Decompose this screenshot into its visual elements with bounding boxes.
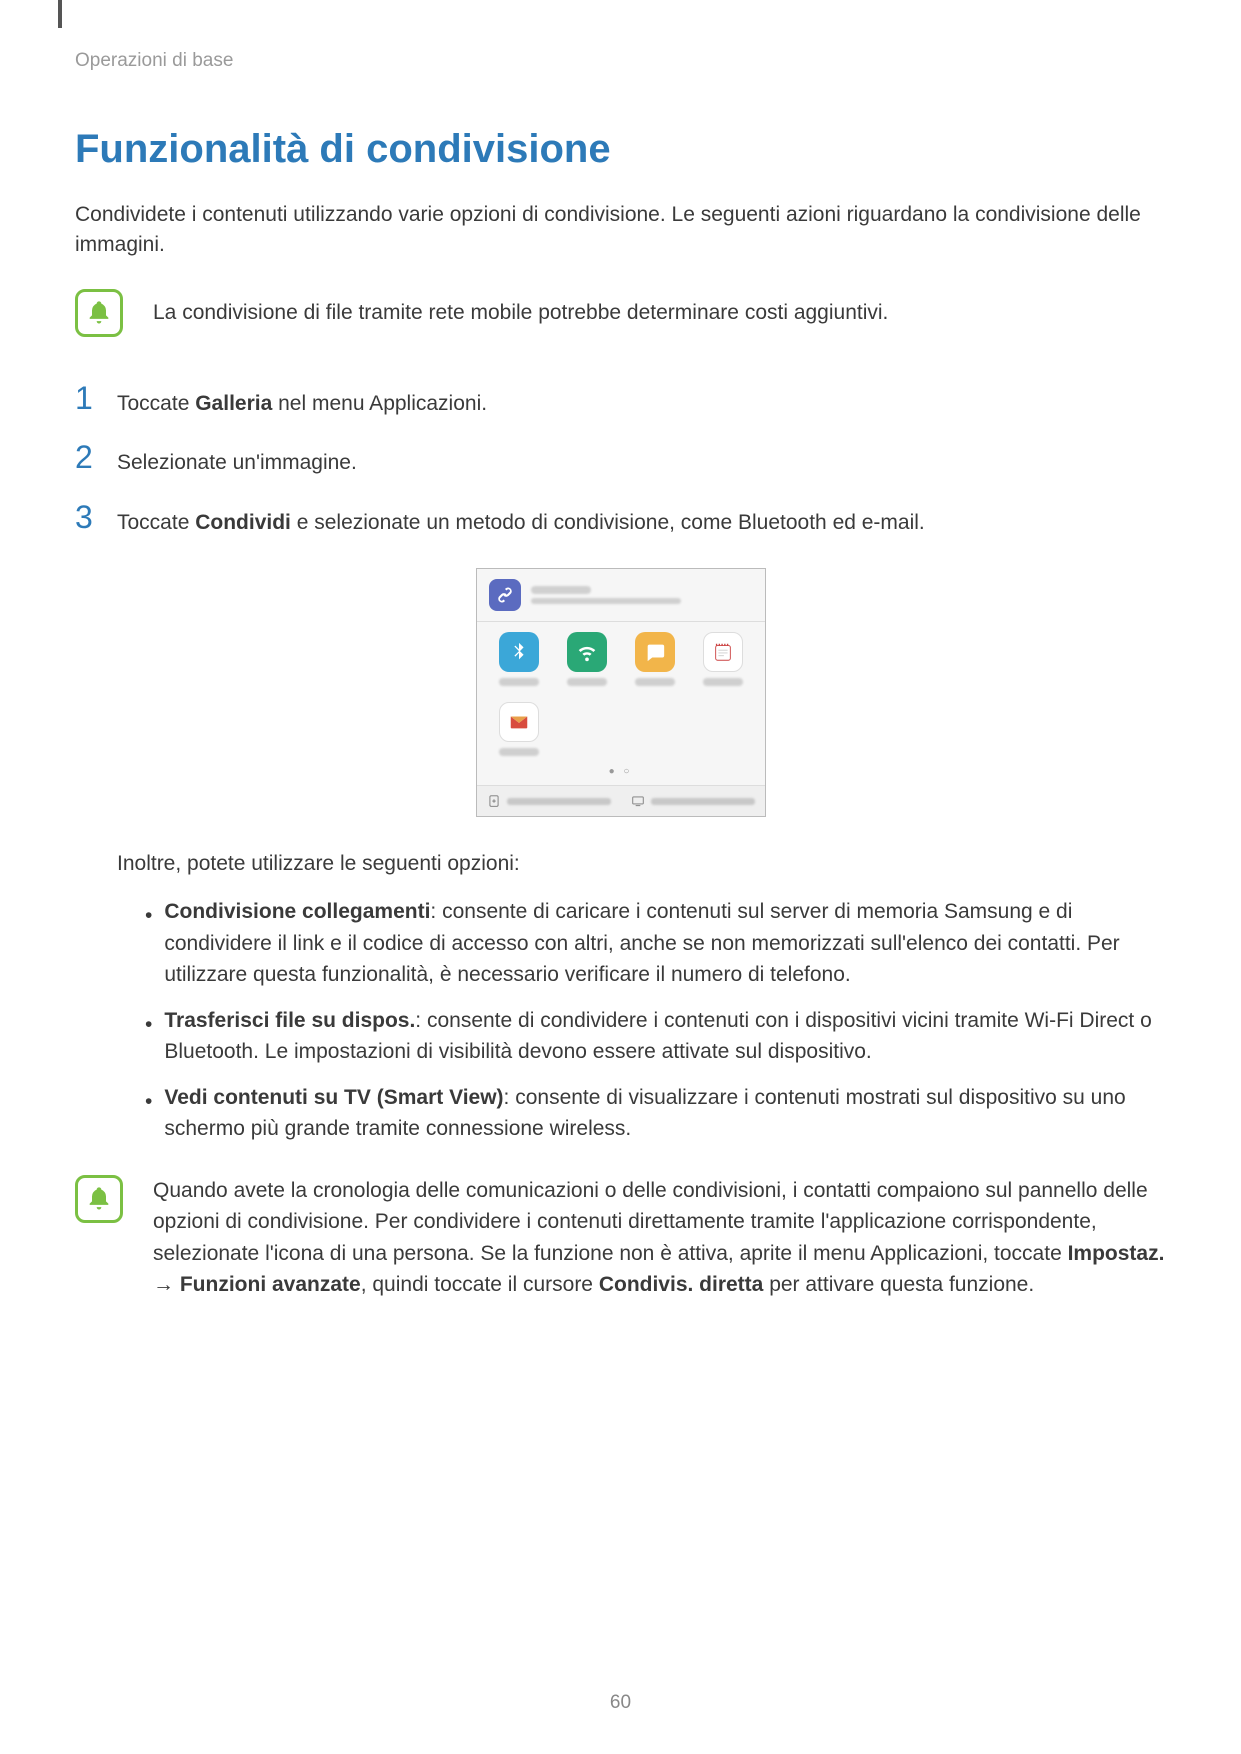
bullet-item: •Vedi contenuti su TV (Smart View): cons…	[145, 1082, 1166, 1145]
bullet-item: •Condivisione collegamenti: consente di …	[145, 896, 1166, 991]
breadcrumb: Operazioni di base	[75, 50, 1166, 72]
app-label-blurred	[567, 678, 607, 686]
note-text: La condivisione di file tramite rete mob…	[153, 301, 888, 325]
options-intro: Inoltre, potete utilizzare le seguenti o…	[117, 852, 1166, 876]
intro-text: Condividete i contenuti utilizzando vari…	[75, 200, 1166, 261]
transfer-files-option	[477, 786, 621, 816]
step-text: Toccate Galleria nel menu Applicazioni.	[117, 382, 1166, 420]
step-text: Toccate Condividi e selezionate un metod…	[117, 501, 1166, 539]
memo-icon	[703, 632, 743, 672]
note-text-2: Quando avete la cronologia delle comunic…	[153, 1175, 1166, 1301]
step-text: Selezionate un'immagine.	[117, 441, 1166, 479]
page-title: Funzionalità di condivisione	[75, 127, 1166, 172]
note-block-2: Quando avete la cronologia delle comunic…	[75, 1175, 1166, 1301]
bell-icon	[75, 289, 123, 337]
bullet-text: Vedi contenuti su TV (Smart View): conse…	[164, 1082, 1166, 1145]
bullet-dot: •	[145, 1082, 152, 1145]
bluetooth-icon	[499, 632, 539, 672]
app-label-blurred	[499, 678, 539, 686]
page-number: 60	[0, 1692, 1241, 1714]
share-app-email-icon	[485, 702, 553, 756]
app-label-blurred	[703, 678, 743, 686]
step-item: 3 Toccate Condividi e selezionate un meto…	[75, 501, 1166, 539]
share-app-bluetooth-icon	[485, 632, 553, 686]
page-dots: ● ○	[477, 762, 765, 785]
bullet-text: Trasferisci file su dispos.: consente di…	[164, 1005, 1166, 1068]
smart-view-option	[621, 786, 765, 816]
step-item: 1 Toccate Galleria nel menu Applicazioni.	[75, 382, 1166, 420]
share-app-wifi-direct-icon	[553, 632, 621, 686]
email-icon	[499, 702, 539, 742]
share-app-empty	[689, 702, 757, 756]
step-number: 1	[75, 382, 99, 414]
bullet-dot: •	[145, 896, 152, 991]
bell-icon	[75, 1175, 123, 1223]
share-app-empty	[553, 702, 621, 756]
link-share-icon	[489, 579, 521, 611]
page-top-marker	[58, 0, 62, 28]
bullet-dot: •	[145, 1005, 152, 1068]
app-label-blurred	[499, 748, 539, 756]
messages-icon	[635, 632, 675, 672]
share-panel-illustration: ● ○	[75, 568, 1166, 817]
share-app-empty	[621, 702, 689, 756]
step-number: 3	[75, 501, 99, 533]
bullet-text: Condivisione collegamenti: consente di c…	[164, 896, 1166, 991]
wifi-direct-icon	[567, 632, 607, 672]
bullet-item: •Trasferisci file su dispos.: consente d…	[145, 1005, 1166, 1068]
app-label-blurred	[635, 678, 675, 686]
share-app-messages-icon	[621, 632, 689, 686]
note-block: La condivisione di file tramite rete mob…	[75, 289, 1166, 337]
share-app-memo-icon	[689, 632, 757, 686]
step-item: 2 Selezionate un'immagine.	[75, 441, 1166, 479]
step-number: 2	[75, 441, 99, 473]
